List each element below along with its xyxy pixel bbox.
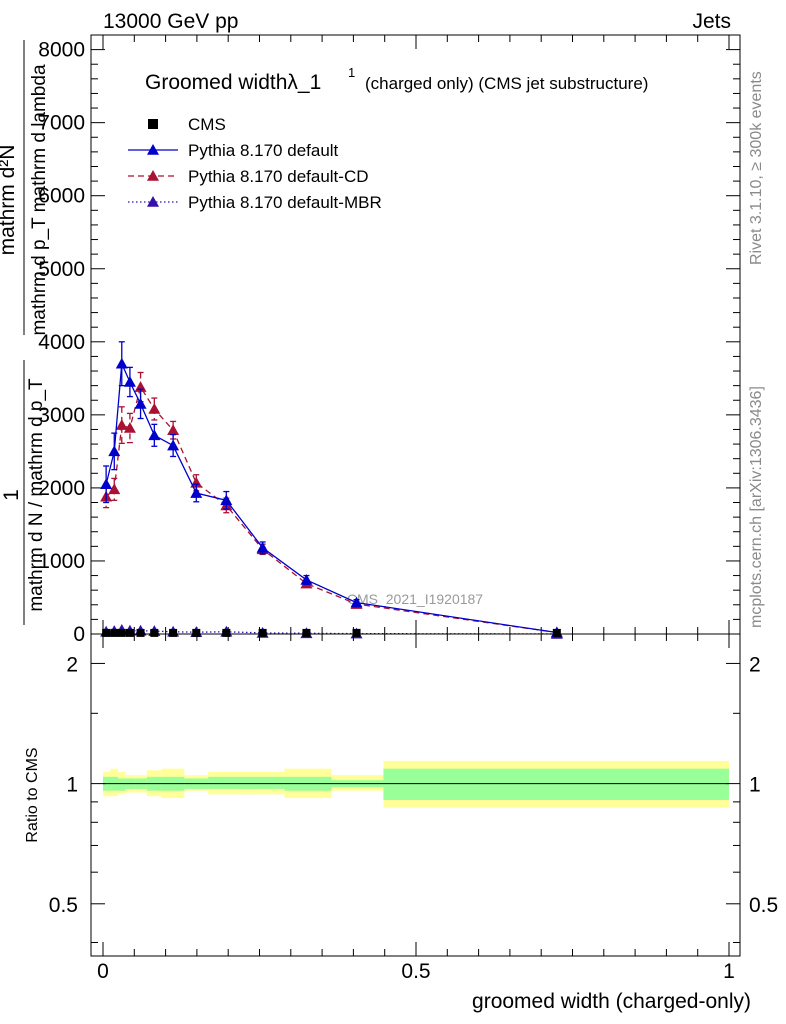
legend-item: Pythia 8.170 default-MBR [128,193,382,212]
data-point [108,445,121,457]
legend-marker [148,119,158,129]
data-point [169,628,178,637]
data-point [148,403,161,414]
main-axis-ticks: 0 1000 2000 3000 4000 5000 6000 7000 8000 [38,35,740,646]
data-point [123,422,136,433]
x-tick-label: 1 [723,960,735,983]
main-y-tick-label: 2000 [38,477,85,500]
legend-label: CMS [188,115,226,134]
data-point [167,439,180,451]
x-axis-label: groomed width (charged-only) [472,990,751,1013]
header-group: Jets [692,10,731,33]
data-point [108,483,121,495]
ratio-y-tick-label: 2 [66,653,78,676]
ratio-y-tick-label: 0.5 [49,894,78,917]
ratio-bands [103,760,729,808]
mcplots-reference-label: mcplots.cern.ch [arXiv:1306.3436] [748,386,765,628]
main-series-group [100,341,563,639]
main-y-tick-label: 7000 [38,112,85,135]
ratio-plot: 0.5 0.5 1 1 2 2 0 0.5 1 Ratio to CMS groomed wid… [24,633,778,1013]
main-y-tick-label: 5000 [38,258,85,281]
title-suffix: (charged only) (CMS jet substructure) [365,74,648,93]
main-y-tick-label: 8000 [38,39,85,62]
main-y-tick-label: 1000 [38,550,85,573]
x-tick-label: 0 [97,960,109,983]
ylabel-numerator: mathrm d²N [0,145,19,256]
data-point [190,487,203,498]
data-point [148,429,161,441]
ratio-y-tick-label-right: 0.5 [749,894,778,917]
data-point [125,628,134,637]
data-point [123,375,136,387]
ratio-inner-band [208,776,245,789]
data-point [352,628,361,637]
legend-item: CMS [148,115,226,134]
ylabel-denominator: mathrm d p_T mathrm d lambda [29,64,50,335]
legend-item: Pythia 8.170 default-CD [128,167,369,186]
ratio-axis-ticks: 0.5 0.5 1 1 2 2 0 0.5 1 [49,634,778,983]
ylabel-prefix-denominator: mathrm d N / mathrm d p_T [26,378,47,612]
legend-label: Pythia 8.170 default-CD [188,167,369,186]
ylabel-fraction-one: 1 [0,489,23,501]
ratio-y-tick-label-right: 1 [749,774,761,797]
data-point [350,596,363,608]
data-point [300,573,313,585]
data-point [192,628,201,637]
main-y-tick-label: 4000 [38,331,85,354]
main-y-tick-label: 0 [73,623,85,646]
legend-label: Pythia 8.170 default-MBR [188,193,382,212]
series-0 [102,628,561,637]
data-point [110,628,119,637]
header-energy: 13000 GeV pp [103,10,238,33]
data-point [115,357,128,369]
analysis-watermark: CMS_2021_I1920187 [347,591,483,607]
data-point [117,628,126,637]
legend-item: Pythia 8.170 default [128,141,339,160]
ratio-inner-band [118,778,126,791]
x-tick-label: 0.5 [401,960,430,983]
data-point [150,628,159,637]
main-plot: 0 1000 2000 3000 4000 5000 6000 7000 8000 CMS_20… [38,34,741,646]
main-y-tick-label: 6000 [38,185,85,208]
data-point [167,424,180,435]
data-point [136,628,145,637]
ratio-y-axis-label: Ratio to CMS [24,747,41,842]
data-point [552,628,561,637]
title-superscript: 1 [348,65,355,80]
plot-title: Groomed widthλ_1 1 (charged only) (CMS j… [145,65,648,94]
data-point [256,541,269,553]
ratio-inner-band [383,768,729,800]
title-main: Groomed widthλ_1 [145,71,321,94]
legend-marker [147,170,159,181]
data-point [302,628,311,637]
data-point [222,628,231,637]
series-line [105,363,557,634]
data-point [115,419,128,430]
legend-marker [147,144,159,155]
ratio-inner-band [244,776,285,789]
rivet-version-label: Rivet 3.1.10, ≥ 300k events [748,71,765,265]
legend-marker [147,196,159,207]
series-2 [100,371,563,638]
legend: CMS Pythia 8.170 default Pythia 8.170 defa… [128,115,382,212]
data-point [100,478,113,490]
main-y-axis-label: 1 mathrm d N / mathrm d p_T mathrm d²N m… [0,40,50,625]
ratio-y-tick-label: 1 [66,774,78,797]
legend-label: Pythia 8.170 default [188,141,339,160]
data-point [102,628,111,637]
ratio-y-tick-label-right: 2 [749,653,761,676]
data-point [134,397,147,409]
data-point [220,494,233,506]
series-1 [100,341,563,638]
data-point [258,628,267,637]
main-y-tick-label: 3000 [38,404,85,427]
